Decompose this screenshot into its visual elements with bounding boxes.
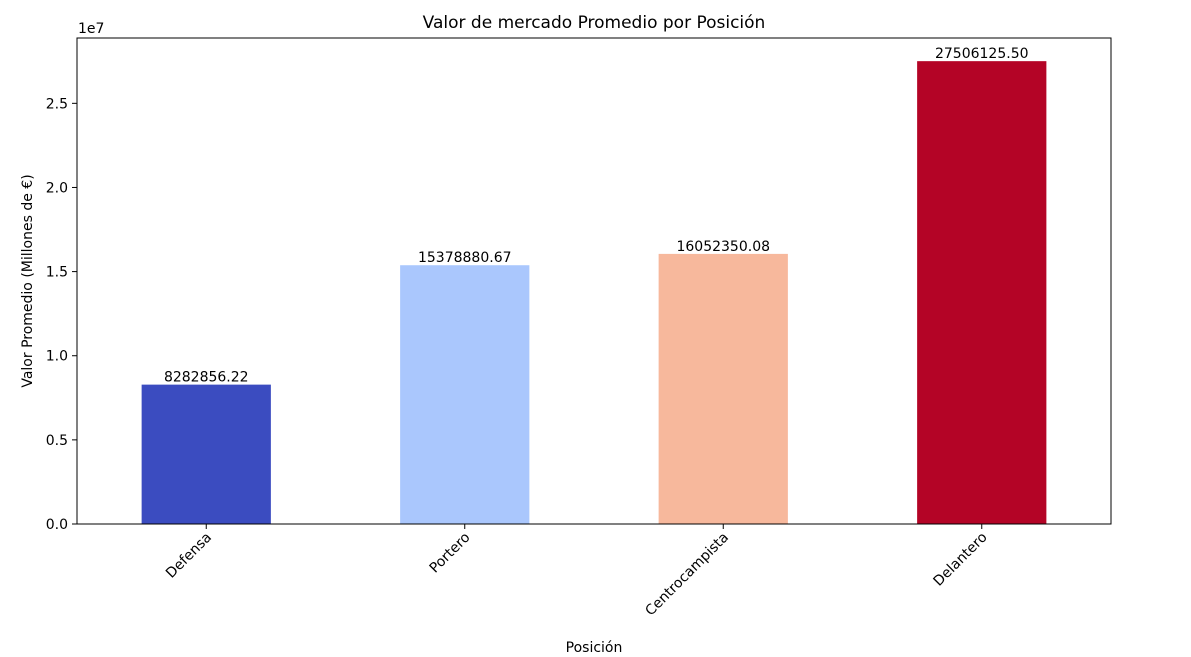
value-label-portero: 15378880.67 [418, 250, 512, 266]
y-tick-label: 2.5 [46, 96, 68, 112]
chart-title: Valor de mercado Promedio por Posición [423, 13, 766, 33]
x-axis-label: Posición [566, 640, 623, 656]
x-tick-label-delantero: Delantero [931, 530, 991, 590]
y-offset-label: 1e7 [78, 21, 104, 37]
y-tick-label: 0.0 [46, 517, 68, 533]
bar-centrocampista [658, 253, 788, 524]
y-axis-label: Valor Promedio (Millones de €) [20, 174, 36, 387]
y-tick-label: 1.0 [46, 349, 68, 365]
bar-defensa [141, 384, 271, 524]
plot-frame [76, 37, 1112, 525]
bar-delantero [917, 61, 1047, 525]
value-label-defensa: 8282856.22 [164, 370, 249, 386]
bar-portero [400, 265, 530, 524]
value-label-delantero: 27506125.50 [935, 46, 1029, 62]
value-labels-group: 8282856.22 15378880.67 16052350.08 27506125… [164, 46, 1029, 385]
y-tick-label: 2.0 [46, 180, 68, 196]
y-tick-label: 1.5 [46, 265, 68, 281]
x-tick-label-defensa: Defensa [163, 530, 215, 582]
x-tick-label-centrocampista: Centrocampista [642, 530, 732, 620]
value-label-centrocampista: 16052350.08 [676, 239, 770, 255]
x-tick-label-portero: Portero [427, 530, 474, 577]
y-tick-label: 0.5 [46, 433, 68, 449]
bars-group [141, 61, 1047, 525]
